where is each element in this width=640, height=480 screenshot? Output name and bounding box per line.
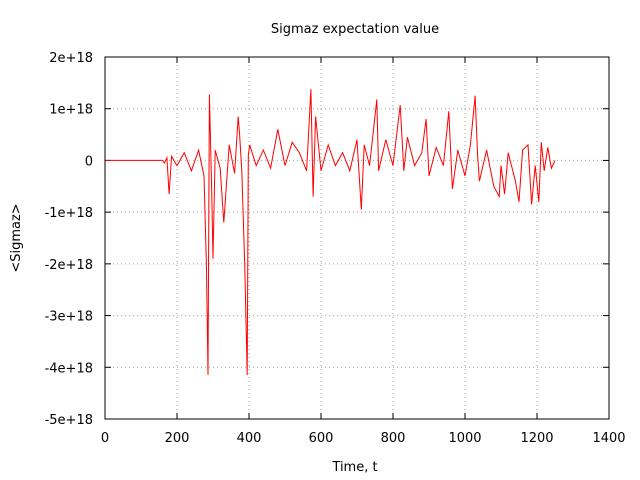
y-tick-label: 2e+18 (49, 51, 93, 66)
x-tick-label: 1000 (448, 431, 481, 446)
y-tick-label: -1e+18 (45, 206, 93, 221)
y-tick-label: 1e+18 (49, 103, 93, 118)
x-tick-label: 1200 (520, 431, 553, 446)
chart-title: Sigmaz expectation value (271, 22, 439, 37)
series-line (105, 89, 556, 376)
y-tick-label: -3e+18 (45, 310, 93, 325)
plot-frame (104, 56, 610, 420)
x-tick-label: 1400 (592, 431, 625, 446)
x-tick-label: 400 (237, 431, 262, 446)
y-tick-label: -4e+18 (45, 361, 93, 376)
y-tick-label: -2e+18 (45, 258, 93, 273)
x-tick-label: 800 (381, 431, 406, 446)
y-tick-label: -5e+18 (45, 413, 93, 428)
x-axis-ticks: 0 200 400 600 800 1000 1200 1400 (101, 57, 626, 446)
series-group (105, 89, 556, 376)
x-tick-label: 600 (309, 431, 334, 446)
x-tick-label: 0 (101, 431, 109, 446)
grid (105, 57, 609, 419)
x-tick-label: 200 (165, 431, 190, 446)
y-tick-label: 0 (85, 154, 93, 169)
y-axis-label: <Sigmaz> (9, 203, 24, 272)
x-axis-label: Time, t (331, 460, 377, 475)
y-axis-ticks: 2e+18 1e+18 0 -1e+18 -2e+18 -3e+18 -4e+18 -5e+1… (45, 51, 609, 428)
